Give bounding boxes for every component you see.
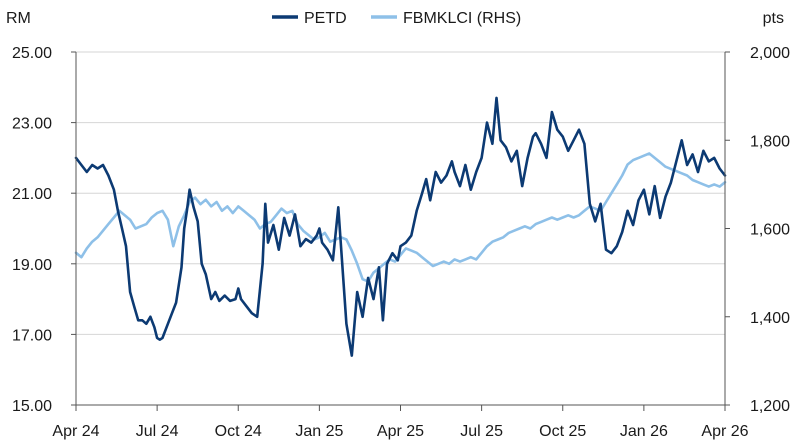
left-tick-label: 25.00 — [12, 45, 52, 62]
left-tick-label: 17.00 — [12, 327, 52, 344]
x-tick-label: Apr 25 — [377, 423, 424, 440]
right-axis-unit: pts — [763, 10, 784, 27]
left-tick-label: 19.00 — [12, 257, 52, 274]
legend-label-fbmklci: FBMKLCI (RHS) — [403, 10, 521, 27]
left-axis-ticks: 15.00 17.00 19.00 21.00 23.00 25.00 — [12, 45, 76, 415]
gridlines — [76, 51, 725, 406]
x-tick-label: Apr 24 — [52, 423, 99, 440]
x-tick-label: Oct 24 — [215, 423, 262, 440]
right-tick-label: 1,200 — [750, 398, 790, 415]
left-axis-unit: RM — [6, 10, 31, 27]
x-axis-ticks: Apr 24 Jul 24 Oct 24 Jan 25 Apr 25 Jul 25 Oct … — [52, 405, 749, 440]
left-tick-label: 15.00 — [12, 398, 52, 415]
left-tick-label: 23.00 — [12, 116, 52, 133]
left-tick-label: 21.00 — [12, 186, 52, 203]
x-tick-label: Jan 26 — [620, 423, 668, 440]
right-axis-ticks: 1,200 1,400 1,600 1,800 2,000 — [725, 45, 790, 415]
right-tick-label: 2,000 — [750, 45, 790, 62]
x-tick-label: Jul 25 — [460, 423, 503, 440]
series-line-petd — [74, 96, 727, 357]
right-tick-label: 1,600 — [750, 222, 790, 239]
series-line-fbmklci — [74, 152, 727, 283]
right-tick-label: 1,400 — [750, 310, 790, 327]
x-tick-label: Oct 25 — [539, 423, 586, 440]
series-layer — [74, 96, 727, 357]
x-tick-label: Jan 25 — [295, 423, 343, 440]
x-tick-label: Jul 24 — [136, 423, 179, 440]
legend: PETD FBMKLCI (RHS) — [272, 10, 521, 27]
axes — [75, 52, 726, 406]
right-tick-label: 1,800 — [750, 133, 790, 150]
x-tick-label: Apr 26 — [701, 423, 748, 440]
legend-label-petd: PETD — [304, 10, 347, 27]
